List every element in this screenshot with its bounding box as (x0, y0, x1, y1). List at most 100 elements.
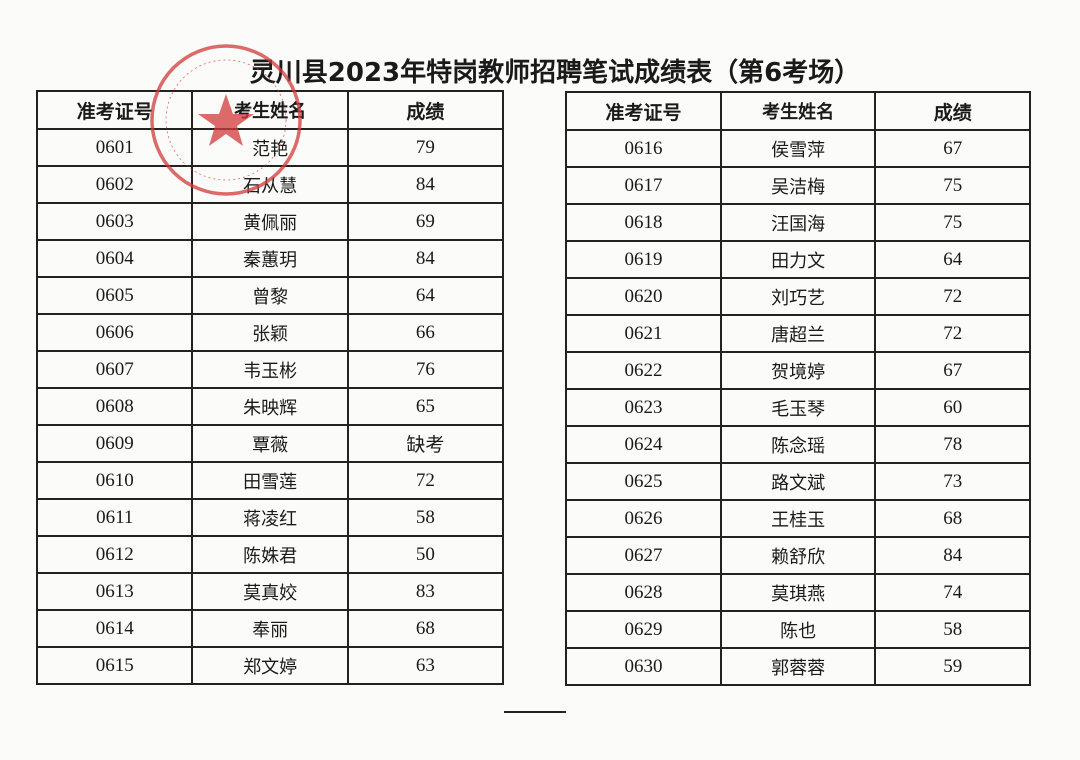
table-row: 0602 石从慧 84 (35, 165, 505, 204)
score-cell: 68 (346, 609, 505, 648)
exam-id-cell: 0605 (35, 276, 194, 315)
student-name-cell: 陈也 (719, 610, 877, 649)
table-row: 0601 范艳 79 (35, 128, 505, 167)
student-name-cell: 毛玉琴 (719, 388, 877, 427)
exam-id-cell: 0625 (565, 462, 722, 501)
student-name-cell: 田雪莲 (191, 461, 349, 500)
exam-id-cell: 0606 (35, 313, 194, 352)
student-name-cell: 覃薇 (191, 424, 349, 463)
score-cell: 74 (874, 573, 1031, 612)
exam-id-cell: 0619 (565, 240, 722, 279)
student-name-cell: 范艳 (191, 128, 349, 167)
score-cell: 50 (346, 535, 505, 574)
student-name-cell: 奉丽 (191, 609, 349, 648)
exam-id-cell: 0610 (35, 461, 194, 500)
score-cell: 缺考 (346, 424, 505, 463)
table-row: 0612 陈姝君 50 (35, 535, 505, 574)
exam-id-cell: 0616 (565, 129, 722, 168)
student-name-cell: 韦玉彬 (191, 350, 349, 389)
page-title: 灵川县2023年特岗教师招聘笔试成绩表（第6考场） (249, 58, 861, 88)
student-name-cell: 王桂玉 (719, 499, 877, 538)
student-name-cell: 侯雪萍 (719, 129, 877, 168)
score-cell: 83 (346, 572, 505, 611)
score-cell: 76 (346, 350, 505, 389)
score-cell: 58 (874, 610, 1031, 649)
table-row: 0629 陈也 58 (565, 610, 1031, 649)
table-row: 0604 秦蕙玥 84 (35, 239, 505, 278)
student-name-cell: 蒋凌红 (191, 498, 349, 537)
score-cell: 66 (346, 313, 505, 352)
exam-id-cell: 0603 (35, 202, 194, 241)
table-row: 0609 覃薇 缺考 (35, 424, 505, 463)
table-row: 0626 王桂玉 68 (565, 499, 1031, 538)
score-cell: 73 (874, 462, 1031, 501)
header-score: 成绩 (874, 91, 1031, 131)
table-row: 0627 赖舒欣 84 (565, 536, 1031, 575)
exam-id-cell: 0618 (565, 203, 722, 242)
exam-id-cell: 0601 (35, 128, 194, 167)
table-header-row: 准考证号 考生姓名 成绩 (565, 91, 1031, 131)
table-row: 0611 蒋凌红 58 (35, 498, 505, 537)
score-cell: 75 (874, 203, 1031, 242)
table-header-row: 准考证号 考生姓名 成绩 (35, 90, 505, 130)
exam-id-cell: 0607 (35, 350, 194, 389)
exam-id-cell: 0620 (565, 277, 722, 316)
student-name-cell: 贺境婷 (719, 351, 877, 390)
student-name-cell: 朱映辉 (191, 387, 349, 426)
table-row: 0613 莫真姣 83 (35, 572, 505, 611)
score-table-right: 准考证号 考生姓名 成绩 0616 侯雪萍 67 0617 吴洁梅 75 0618 汪国海 75… (565, 91, 1031, 686)
exam-id-cell: 0628 (565, 573, 722, 612)
exam-id-cell: 0615 (35, 646, 194, 685)
student-name-cell: 汪国海 (719, 203, 877, 242)
score-cell: 69 (346, 202, 505, 241)
exam-id-cell: 0602 (35, 165, 194, 204)
table-row: 0617 吴洁梅 75 (565, 166, 1031, 205)
score-cell: 84 (874, 536, 1031, 575)
exam-id-cell: 0621 (565, 314, 722, 353)
student-name-cell: 莫琪燕 (719, 573, 877, 612)
student-name-cell: 石从慧 (191, 165, 349, 204)
score-cell: 60 (874, 388, 1031, 427)
table-row: 0623 毛玉琴 60 (565, 388, 1031, 427)
table-row: 0622 贺境婷 67 (565, 351, 1031, 390)
header-score: 成绩 (346, 90, 505, 130)
exam-id-cell: 0614 (35, 609, 194, 648)
table-row: 0610 田雪莲 72 (35, 461, 505, 500)
exam-id-cell: 0617 (565, 166, 722, 205)
score-cell: 75 (874, 166, 1031, 205)
score-cell: 63 (346, 646, 505, 685)
table-row: 0614 奉丽 68 (35, 609, 505, 648)
table-row: 0624 陈念瑶 78 (565, 425, 1031, 464)
score-cell: 64 (874, 240, 1031, 279)
score-cell: 67 (874, 129, 1031, 168)
score-table-left: 准考证号 考生姓名 成绩 0601 范艳 79 0602 石从慧 84 0603 黄佩丽 69 0… (35, 90, 505, 685)
student-name-cell: 郑文婷 (191, 646, 349, 685)
header-name: 考生姓名 (719, 91, 877, 131)
student-name-cell: 陈姝君 (191, 535, 349, 574)
score-cell: 84 (346, 239, 505, 278)
student-name-cell: 田力文 (719, 240, 877, 279)
score-cell: 59 (874, 647, 1031, 686)
score-cell: 64 (346, 276, 505, 315)
score-cell: 72 (874, 314, 1031, 353)
student-name-cell: 黄佩丽 (191, 202, 349, 241)
table-row: 0608 朱映辉 65 (35, 387, 505, 426)
score-cell: 58 (346, 498, 505, 537)
student-name-cell: 郭蓉蓉 (719, 647, 877, 686)
table-row: 0618 汪国海 75 (565, 203, 1031, 242)
score-cell: 68 (874, 499, 1031, 538)
student-name-cell: 刘巧艺 (719, 277, 877, 316)
exam-id-cell: 0611 (35, 498, 194, 537)
score-cell: 79 (346, 128, 505, 167)
table-row: 0616 侯雪萍 67 (565, 129, 1031, 168)
exam-id-cell: 0626 (565, 499, 722, 538)
header-name: 考生姓名 (191, 90, 349, 130)
student-name-cell: 路文斌 (719, 462, 877, 501)
student-name-cell: 吴洁梅 (719, 166, 877, 205)
score-cell: 72 (874, 277, 1031, 316)
student-name-cell: 赖舒欣 (719, 536, 877, 575)
student-name-cell: 莫真姣 (191, 572, 349, 611)
student-name-cell: 秦蕙玥 (191, 239, 349, 278)
table-row: 0621 唐超兰 72 (565, 314, 1031, 353)
header-exam-id: 准考证号 (565, 91, 722, 131)
